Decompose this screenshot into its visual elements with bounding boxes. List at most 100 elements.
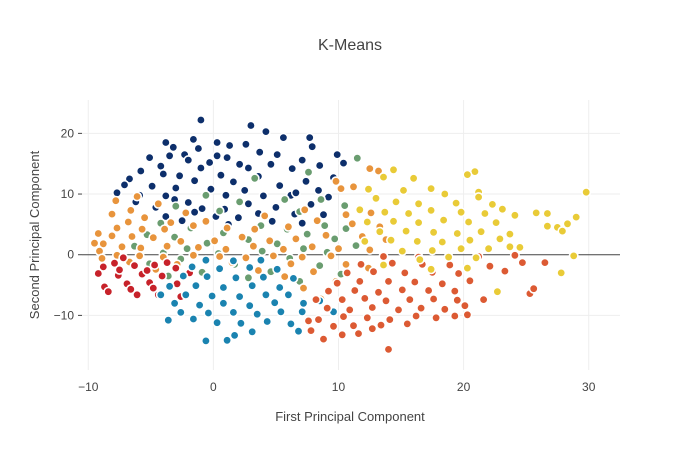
cluster-5-point xyxy=(218,298,229,309)
cluster-1-point xyxy=(305,199,316,210)
cluster-6-point xyxy=(362,312,373,323)
x-tick-label: 20 xyxy=(457,380,471,394)
cluster-1-point xyxy=(228,176,239,187)
cluster-3-point xyxy=(175,236,186,247)
cluster-3-point xyxy=(347,218,358,229)
cluster-7-point xyxy=(427,245,438,256)
cluster-5-point xyxy=(187,261,198,272)
cluster-4-point xyxy=(157,270,168,281)
cluster-7-point xyxy=(504,241,515,252)
cluster-2-point xyxy=(234,196,245,207)
cluster-1-point xyxy=(270,202,281,213)
cluster-7-point xyxy=(378,172,389,183)
cluster-3-point xyxy=(278,244,289,255)
cluster-1-point xyxy=(258,190,269,201)
cluster-1-point xyxy=(233,212,244,223)
x-axis-title: First Principal Component xyxy=(275,409,425,424)
cluster-3-point xyxy=(193,242,204,253)
cluster-7-point xyxy=(390,196,401,207)
cluster-2-point xyxy=(257,246,268,257)
cluster-3-point xyxy=(290,233,301,244)
cluster-1-point xyxy=(212,150,223,161)
cluster-5-point xyxy=(175,307,186,318)
cluster-7-point xyxy=(428,227,439,238)
cluster-6-point xyxy=(353,328,364,339)
cluster-5-point xyxy=(234,291,245,302)
cluster-6-point xyxy=(453,268,464,279)
cluster-3-point xyxy=(240,252,251,263)
cluster-7-point xyxy=(437,237,448,248)
cluster-3-point xyxy=(253,265,264,276)
cluster-4-point xyxy=(142,265,153,276)
cluster-1-point xyxy=(195,115,206,126)
cluster-5-point xyxy=(180,289,191,300)
cluster-3-point xyxy=(134,250,145,261)
cluster-7-point xyxy=(497,204,508,215)
cluster-7-point xyxy=(491,217,502,228)
cluster-6-point xyxy=(332,278,343,289)
cluster-1-point xyxy=(164,150,175,161)
cluster-1-point xyxy=(160,190,171,201)
cluster-7-point xyxy=(374,226,385,237)
cluster-4-point xyxy=(129,260,140,271)
cluster-5-point xyxy=(269,297,280,308)
y-tick-label: −10 xyxy=(54,308,75,322)
cluster-1-point xyxy=(265,159,276,170)
cluster-7-point xyxy=(504,229,515,240)
cluster-3-point xyxy=(259,210,270,221)
cluster-7-point xyxy=(388,216,399,227)
cluster-6-point xyxy=(354,276,365,287)
cluster-4-point xyxy=(162,257,173,268)
cluster-7-point xyxy=(439,189,450,200)
cluster-7-point xyxy=(388,164,399,175)
cluster-6-point xyxy=(375,320,386,331)
cluster-7-point xyxy=(542,221,553,232)
cluster-6-point xyxy=(367,323,378,334)
cluster-1-point xyxy=(183,197,194,208)
cluster-1-point xyxy=(297,155,308,166)
cluster-1-point xyxy=(318,209,329,220)
cluster-1-point xyxy=(220,190,231,201)
cluster-5-point xyxy=(235,318,246,329)
cluster-5-point xyxy=(274,282,285,293)
x-tick-label: 0 xyxy=(210,380,217,394)
cluster-1-point xyxy=(212,137,223,148)
cluster-7-point xyxy=(443,252,454,263)
cluster-7-point xyxy=(359,236,370,247)
cluster-6-point xyxy=(303,315,314,326)
cluster-1-point xyxy=(243,198,254,209)
cluster-6-point xyxy=(404,294,415,305)
cluster-6-point xyxy=(409,276,420,287)
cluster-3-point xyxy=(249,224,260,235)
cluster-6-point xyxy=(348,320,359,331)
cluster-1-point xyxy=(168,142,179,153)
cluster-7-point xyxy=(483,243,494,254)
cluster-1-point xyxy=(272,149,283,160)
cluster-1-point xyxy=(239,185,250,196)
cluster-4-point xyxy=(148,283,159,294)
cluster-1-point xyxy=(135,166,146,177)
cluster-5-point xyxy=(207,290,218,301)
cluster-7-point xyxy=(379,207,390,218)
cluster-5-point xyxy=(212,317,223,328)
cluster-3-point xyxy=(93,228,104,239)
cluster-7-point xyxy=(464,235,475,246)
cluster-3-point xyxy=(268,250,279,261)
cluster-6-point xyxy=(337,329,348,340)
cluster-6-point xyxy=(397,284,408,295)
cluster-3-point xyxy=(209,235,220,246)
cluster-7-point xyxy=(426,205,437,216)
cluster-7-point xyxy=(571,212,582,223)
cluster-1-point xyxy=(195,163,206,174)
cluster-3-point xyxy=(220,244,231,255)
cluster-6-point xyxy=(411,310,422,321)
cluster-5-point xyxy=(200,335,211,346)
cluster-7-point xyxy=(456,243,467,254)
cluster-1-point xyxy=(177,215,188,226)
cluster-3-point xyxy=(180,207,191,218)
cluster-1-point xyxy=(314,160,325,171)
cluster-5-point xyxy=(272,264,283,275)
cluster-1-point xyxy=(245,120,256,131)
cluster-7-point xyxy=(531,207,542,218)
